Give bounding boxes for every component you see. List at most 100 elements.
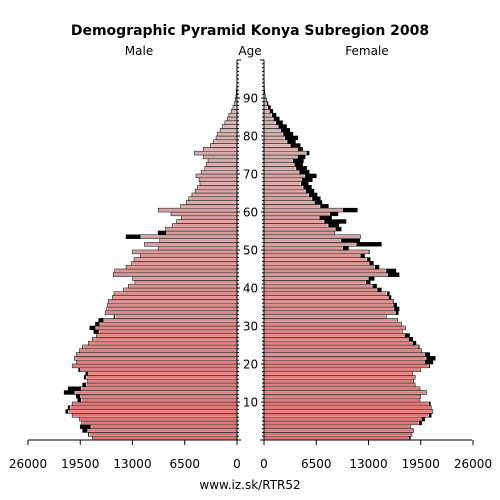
- female-bar-fill: [264, 326, 405, 330]
- female-bar-fill: [264, 265, 375, 269]
- male-excess-bar: [93, 329, 99, 334]
- male-x-tick-label: 13000: [113, 457, 151, 471]
- female-excess-bar: [268, 105, 271, 110]
- female-bar-fill: [264, 121, 276, 124]
- male-bar-fill: [207, 163, 237, 166]
- male-bar-fill: [195, 189, 237, 193]
- male-bar-fill: [80, 395, 237, 398]
- male-bar-fill: [96, 326, 237, 330]
- female-bar-fill: [264, 307, 394, 311]
- female-excess-bar: [319, 215, 332, 220]
- male-bar-fill: [202, 170, 237, 174]
- female-bar-fill: [264, 402, 429, 406]
- female-excess-bar: [283, 132, 293, 136]
- male-excess-bar: [85, 371, 89, 376]
- female-label: Female: [345, 44, 388, 58]
- female-excess-bar: [424, 352, 430, 357]
- female-excess-bar: [305, 174, 317, 178]
- male-bar-fill: [88, 379, 237, 383]
- female-bar-fill: [264, 360, 425, 364]
- female-bar-fill: [264, 250, 368, 254]
- female-bar-fill: [264, 140, 287, 143]
- female-bar-fill: [264, 110, 270, 113]
- female-excess-bar: [421, 417, 425, 421]
- male-bar-fill: [88, 429, 237, 432]
- age-tick-label: 10: [243, 396, 258, 410]
- female-excess-bar: [329, 212, 338, 216]
- male-bar-fill: [115, 269, 237, 273]
- male-bar-fill: [80, 368, 237, 371]
- female-excess-bar: [428, 402, 431, 406]
- female-bar-fill: [264, 387, 420, 390]
- female-bar-fill: [264, 193, 309, 197]
- male-bar-fill: [208, 159, 237, 162]
- female-bar-fill: [264, 315, 386, 318]
- male-bar-fill: [141, 235, 237, 238]
- female-bar-fill: [264, 113, 272, 117]
- age-label-bg: [240, 91, 261, 104]
- male-bar-fill: [96, 334, 237, 337]
- female-bar-fill: [264, 102, 267, 105]
- female-bar-fill: [264, 273, 388, 276]
- female-bar-fill: [264, 322, 401, 326]
- age-tick-label: 40: [243, 282, 258, 296]
- male-bar-fill: [133, 250, 237, 254]
- male-bar-fill: [76, 360, 237, 364]
- male-bar-fill: [195, 151, 237, 155]
- male-bar-fill: [203, 148, 237, 151]
- female-excess-bar: [273, 117, 280, 121]
- female-bar-fill: [264, 398, 420, 402]
- female-bar-fill: [264, 174, 305, 178]
- female-bar-fill: [264, 395, 421, 398]
- female-excess-bar: [266, 101, 269, 106]
- female-bar-fill: [264, 235, 360, 238]
- female-excess-bar: [368, 276, 375, 281]
- female-bar-fill: [264, 425, 410, 428]
- age-label-bg: [240, 395, 261, 408]
- female-excess-bar: [287, 139, 296, 144]
- age-label-bg: [240, 205, 261, 218]
- male-bar-fill: [92, 338, 237, 341]
- male-excess-bar: [82, 428, 88, 433]
- female-bar-fill: [264, 170, 299, 174]
- male-bar-fill: [70, 406, 237, 409]
- age-label: Age: [238, 44, 261, 58]
- female-excess-bar: [342, 246, 349, 250]
- female-excess-bar: [388, 295, 392, 300]
- male-bar-fill: [124, 288, 237, 292]
- female-bar-fill: [264, 243, 356, 246]
- male-bar-fill: [160, 239, 237, 242]
- female-bar-fill: [264, 300, 393, 303]
- female-excess-bar: [297, 147, 303, 152]
- male-bar-fill: [80, 349, 237, 352]
- female-bar-fill: [264, 132, 283, 136]
- footer-source: www.iz.sk/RTR52: [199, 478, 300, 492]
- female-bar-fill: [264, 303, 393, 307]
- male-bars: [63, 59, 238, 441]
- female-excess-bar: [265, 98, 267, 102]
- female-excess-bar: [292, 158, 304, 163]
- female-excess-bar: [335, 227, 342, 231]
- female-bar-fill: [264, 220, 324, 223]
- age-label-bg: [240, 129, 261, 142]
- female-bar-fill: [264, 364, 429, 368]
- male-excess-bar: [77, 398, 82, 402]
- female-bar-fill: [264, 205, 320, 208]
- age-label-bg: [240, 319, 261, 332]
- female-bar-fill: [264, 334, 405, 337]
- female-bar-fill: [264, 338, 409, 341]
- male-bar-fill: [220, 129, 237, 132]
- female-bar-fill: [264, 129, 281, 132]
- age-ticks: 10 20 30 40 50 60 70 80 90: [237, 59, 264, 441]
- male-bar-fill: [214, 140, 237, 143]
- male-bar-fill: [233, 106, 237, 109]
- female-excess-bar: [393, 303, 397, 307]
- female-bar-fill: [264, 212, 330, 216]
- female-bar-fill: [264, 379, 413, 383]
- female-bar-fill: [264, 178, 302, 181]
- female-excess-bar: [320, 204, 329, 209]
- male-bar-fill: [158, 246, 237, 250]
- male-bar-fill: [231, 110, 237, 113]
- male-bar-fill: [129, 284, 237, 288]
- male-bar-fill: [82, 421, 237, 425]
